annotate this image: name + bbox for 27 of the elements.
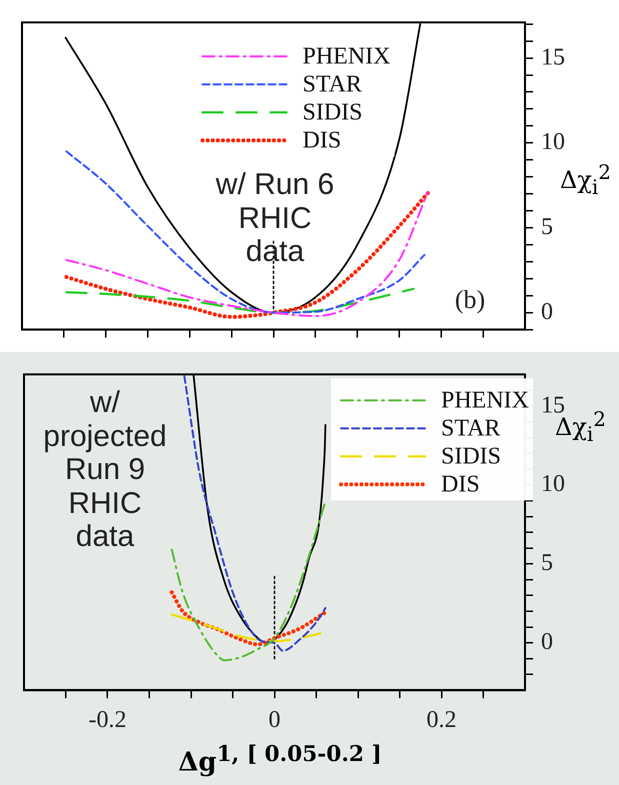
legend-label: SIDIS (302, 100, 363, 126)
line-series (170, 613, 322, 642)
line-series (65, 288, 415, 314)
annotation: (b) (454, 285, 486, 314)
x-tick-label: 0 (268, 706, 280, 733)
line-series (170, 502, 326, 662)
legend-label: PHENIX (302, 44, 390, 70)
x-tick-label: -0.2 (88, 706, 126, 733)
y-tick-label: 10 (541, 471, 565, 498)
line-series (65, 150, 426, 314)
legend-label: DIS (302, 128, 342, 154)
y-tick-label: 5 (541, 214, 553, 240)
y-tick-label: 10 (541, 129, 565, 156)
line-series (170, 590, 327, 646)
y-tick-label: 15 (541, 44, 565, 70)
y-tick-label: 0 (541, 629, 553, 656)
legend-label: SIDIS (441, 444, 502, 470)
annotation: w/ projected Run 9 RHIC data (42, 386, 168, 554)
y-tick-label: 0 (541, 298, 553, 325)
annotation: w/ Run 6 RHIC data (214, 168, 336, 269)
x-axis-title: Δg$^{1, [ 0.05-0.2 ]}$ (177, 742, 383, 778)
y-tick-label: 5 (541, 550, 553, 576)
legend-label: DIS (441, 472, 480, 498)
x-tick-label: 0.2 (426, 706, 456, 733)
legend-label: STAR (441, 416, 500, 442)
legend-label: PHENIX (441, 388, 530, 414)
legend-label: STAR (302, 72, 362, 98)
